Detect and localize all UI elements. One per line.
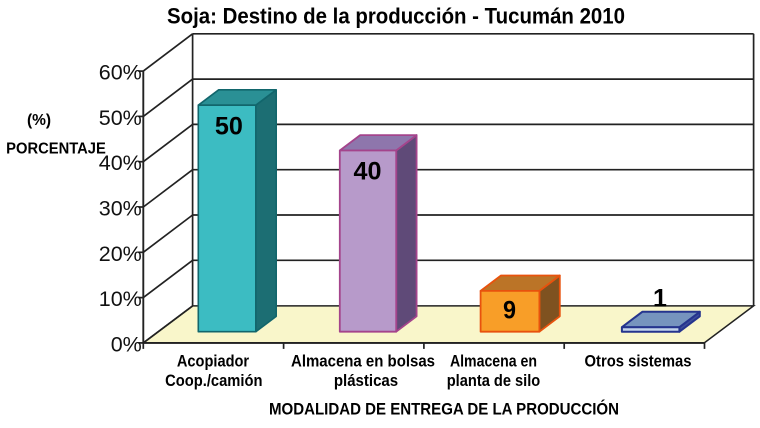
svg-text:Otros sistemas: Otros sistemas (585, 351, 692, 370)
svg-text:60%: 60% (99, 61, 142, 85)
svg-text:50: 50 (215, 112, 243, 140)
svg-text:30%: 30% (99, 197, 142, 221)
svg-text:Soja: Destino de la producc: Soja: Destino de la producción - Tucumán… (167, 4, 625, 29)
svg-text:planta de silo: planta de silo (447, 371, 541, 390)
svg-text:40: 40 (354, 158, 382, 186)
svg-text:0%: 0% (111, 332, 142, 356)
svg-text:Coop./camión: Coop./camión (165, 371, 262, 390)
svg-text:Almacena en bolsas: Almacena en bolsas (291, 351, 435, 370)
svg-text:(%): (%) (27, 112, 51, 129)
svg-text:Acopiador: Acopiador (177, 351, 250, 370)
svg-text:MODALIDAD DE ENTREGA DE LA PRO: MODALIDAD DE ENTREGA DE LA PRODUCCIÓN (269, 400, 619, 419)
svg-text:PORCENTAJE: PORCENTAJE (6, 141, 106, 158)
svg-text:20%: 20% (99, 242, 142, 266)
svg-text:10%: 10% (99, 287, 142, 311)
svg-text:50%: 50% (99, 106, 142, 130)
svg-text:1: 1 (653, 284, 667, 312)
svg-text:40%: 40% (99, 151, 142, 175)
svg-text:Almacena en: Almacena en (450, 351, 537, 370)
svg-text:9: 9 (503, 296, 516, 324)
svg-text:plásticas: plásticas (334, 371, 398, 390)
